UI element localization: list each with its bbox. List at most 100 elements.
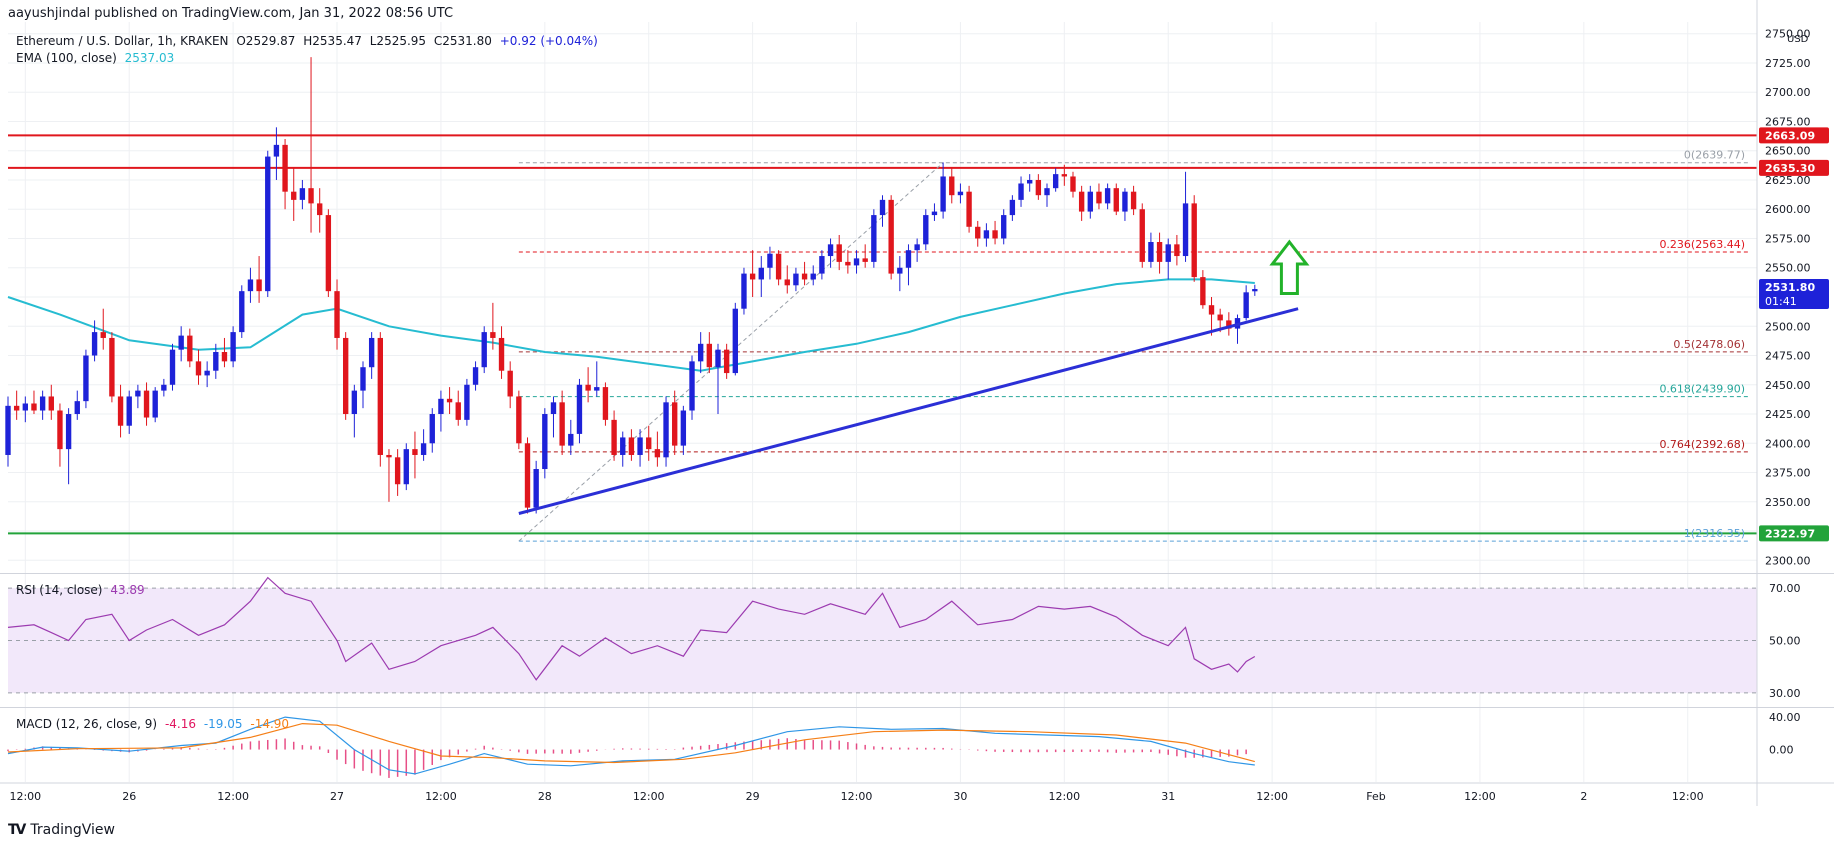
candle-body [394,457,401,485]
candle-body [801,273,808,280]
candle-body [1165,244,1171,262]
candle-body [992,230,998,239]
candle-body [282,144,288,192]
candle-body [5,405,11,455]
candle-body [1009,199,1016,216]
candle-body [291,191,297,200]
macd-label: MACD (12, 26, close, 9) [16,717,158,731]
time-tick-label: Feb [1366,790,1385,803]
price-tag-box [1759,159,1829,176]
candle-body [273,144,280,157]
candle-body [732,308,738,374]
candle-body [1104,188,1111,204]
time-tick-label: 12:00 [1464,790,1496,803]
candle-body [594,387,600,391]
candle-body [845,261,851,266]
pane-dividers [0,0,1834,806]
fib-level-label: 0.5(2478.06) [1673,338,1745,351]
candle-body [265,156,271,292]
time-axis[interactable]: 12:00 26 12:00 27 12:00 28 12:00 29 12:00 30 12:00… [9,790,1703,803]
price-unit-label: USD [1787,34,1809,45]
candle-body [213,352,219,371]
price-tick-label: 2550.00 [1765,262,1811,275]
candle-body [1174,244,1180,257]
publisher-line: aayushjindal published on TradingView.co… [8,6,454,21]
candle-body [308,188,314,204]
candle-body [516,396,522,444]
rsi-value: 43.89 [110,583,145,597]
price-tick-label: 2575.00 [1765,232,1811,245]
candle-body [966,191,972,227]
candle-body [481,332,487,368]
candle-body [550,402,557,415]
candle-body [57,410,63,450]
high-value: H2535.47 [303,34,362,48]
candle-body [169,349,176,385]
candle-body [1061,174,1068,177]
candle-body [48,396,54,411]
candle-body [74,401,80,415]
candle-body [412,449,418,455]
candle-body [983,230,990,239]
time-tick-label: 12:00 [1048,790,1080,803]
candle-body [585,384,591,391]
candle-body [247,279,254,292]
candle-body [22,403,29,411]
candle-body [455,402,461,420]
macd-value: -19.05 [203,717,243,731]
candle-body [957,191,964,196]
price-tick-label: 2500.00 [1765,320,1811,333]
candle-body [100,332,106,338]
candle-body [1156,242,1163,262]
rsi-line-path [7,576,1256,681]
candle-body [628,437,635,455]
price-tick-label: 2425.00 [1765,408,1811,421]
rsi-tick-label: 30.00 [1769,687,1801,700]
price-tick-label: 2625.00 [1765,174,1811,187]
candle-body [464,384,470,420]
price-tick-label: 2675.00 [1765,115,1811,128]
candle-body [697,343,704,362]
time-tick-label: 12:00 [1672,790,1704,803]
candle-body [187,335,193,362]
candle-body [940,176,946,212]
time-tick-label: 12:00 [841,790,873,803]
rsi-tick-label: 50.00 [1769,635,1801,648]
candle-body [706,343,713,368]
price-tag-label: 2531.80 [1765,281,1815,294]
open-value: O2529.87 [236,34,296,48]
close-value: C2531.80 [433,34,492,48]
candle-body [620,437,626,455]
candle-body [1243,292,1249,319]
ema-legend: EMA (100, close) 2537.03 [16,51,178,65]
candle-body [810,273,816,280]
candle-body [559,402,565,446]
candle-body [152,390,158,418]
candle-body [819,256,825,274]
signal-line-path [7,722,1255,764]
candle-body [472,367,479,385]
candle-body [1122,191,1128,212]
candle-body [386,454,392,458]
rsi-pane [7,576,1256,681]
price-tick-label: 2300.00 [1765,554,1811,567]
candle-body [576,384,583,434]
fib-diagonal [518,162,944,542]
macd-tick-label: 40.00 [1769,711,1801,724]
fib-level-label: 1(2316.35) [1684,527,1745,540]
candle-body [602,387,609,420]
tradingview-footer[interactable]: TV TradingView [8,822,115,838]
candle-body [438,398,444,415]
fib-level-label: 0.618(2439.90) [1659,383,1745,396]
price-tick-label: 2475.00 [1765,350,1811,363]
candle-body [1113,188,1119,212]
candles [5,57,1258,514]
time-tick-label: 27 [330,790,344,803]
rsi-tick-label: 70.00 [1769,582,1801,595]
candle-body [1208,305,1215,315]
price-tag-countdown: 01:41 [1765,295,1797,308]
time-tick-label: 28 [538,790,552,803]
candle-body [1226,320,1232,329]
candle-body [334,291,340,338]
